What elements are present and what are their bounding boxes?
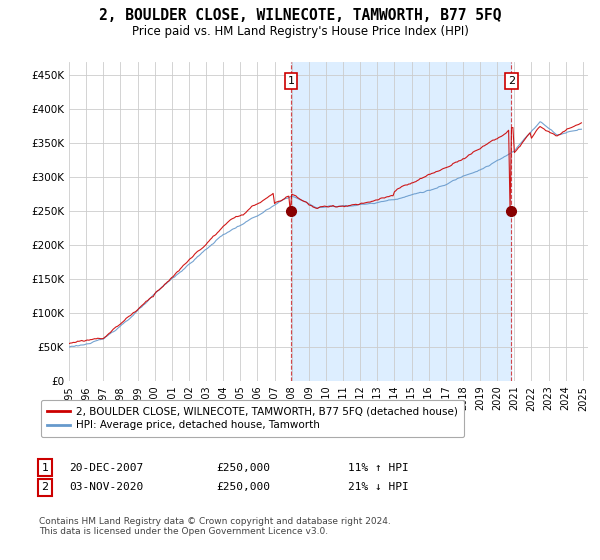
Text: Price paid vs. HM Land Registry's House Price Index (HPI): Price paid vs. HM Land Registry's House … bbox=[131, 25, 469, 38]
Text: Contains HM Land Registry data © Crown copyright and database right 2024.
This d: Contains HM Land Registry data © Crown c… bbox=[39, 517, 391, 536]
Text: 21% ↓ HPI: 21% ↓ HPI bbox=[348, 482, 409, 492]
Text: 1: 1 bbox=[287, 76, 295, 86]
Bar bbox=[291, 62, 511, 381]
Text: £250,000: £250,000 bbox=[216, 482, 270, 492]
Text: 20-DEC-2007: 20-DEC-2007 bbox=[69, 463, 143, 473]
Text: 2: 2 bbox=[41, 482, 49, 492]
Text: £250,000: £250,000 bbox=[216, 463, 270, 473]
Text: 2, BOULDER CLOSE, WILNECOTE, TAMWORTH, B77 5FQ: 2, BOULDER CLOSE, WILNECOTE, TAMWORTH, B… bbox=[99, 8, 501, 24]
Text: 11% ↑ HPI: 11% ↑ HPI bbox=[348, 463, 409, 473]
Text: 03-NOV-2020: 03-NOV-2020 bbox=[69, 482, 143, 492]
Legend: 2, BOULDER CLOSE, WILNECOTE, TAMWORTH, B77 5FQ (detached house), HPI: Average pr: 2, BOULDER CLOSE, WILNECOTE, TAMWORTH, B… bbox=[41, 400, 464, 437]
Text: 2: 2 bbox=[508, 76, 515, 86]
Text: 1: 1 bbox=[41, 463, 49, 473]
